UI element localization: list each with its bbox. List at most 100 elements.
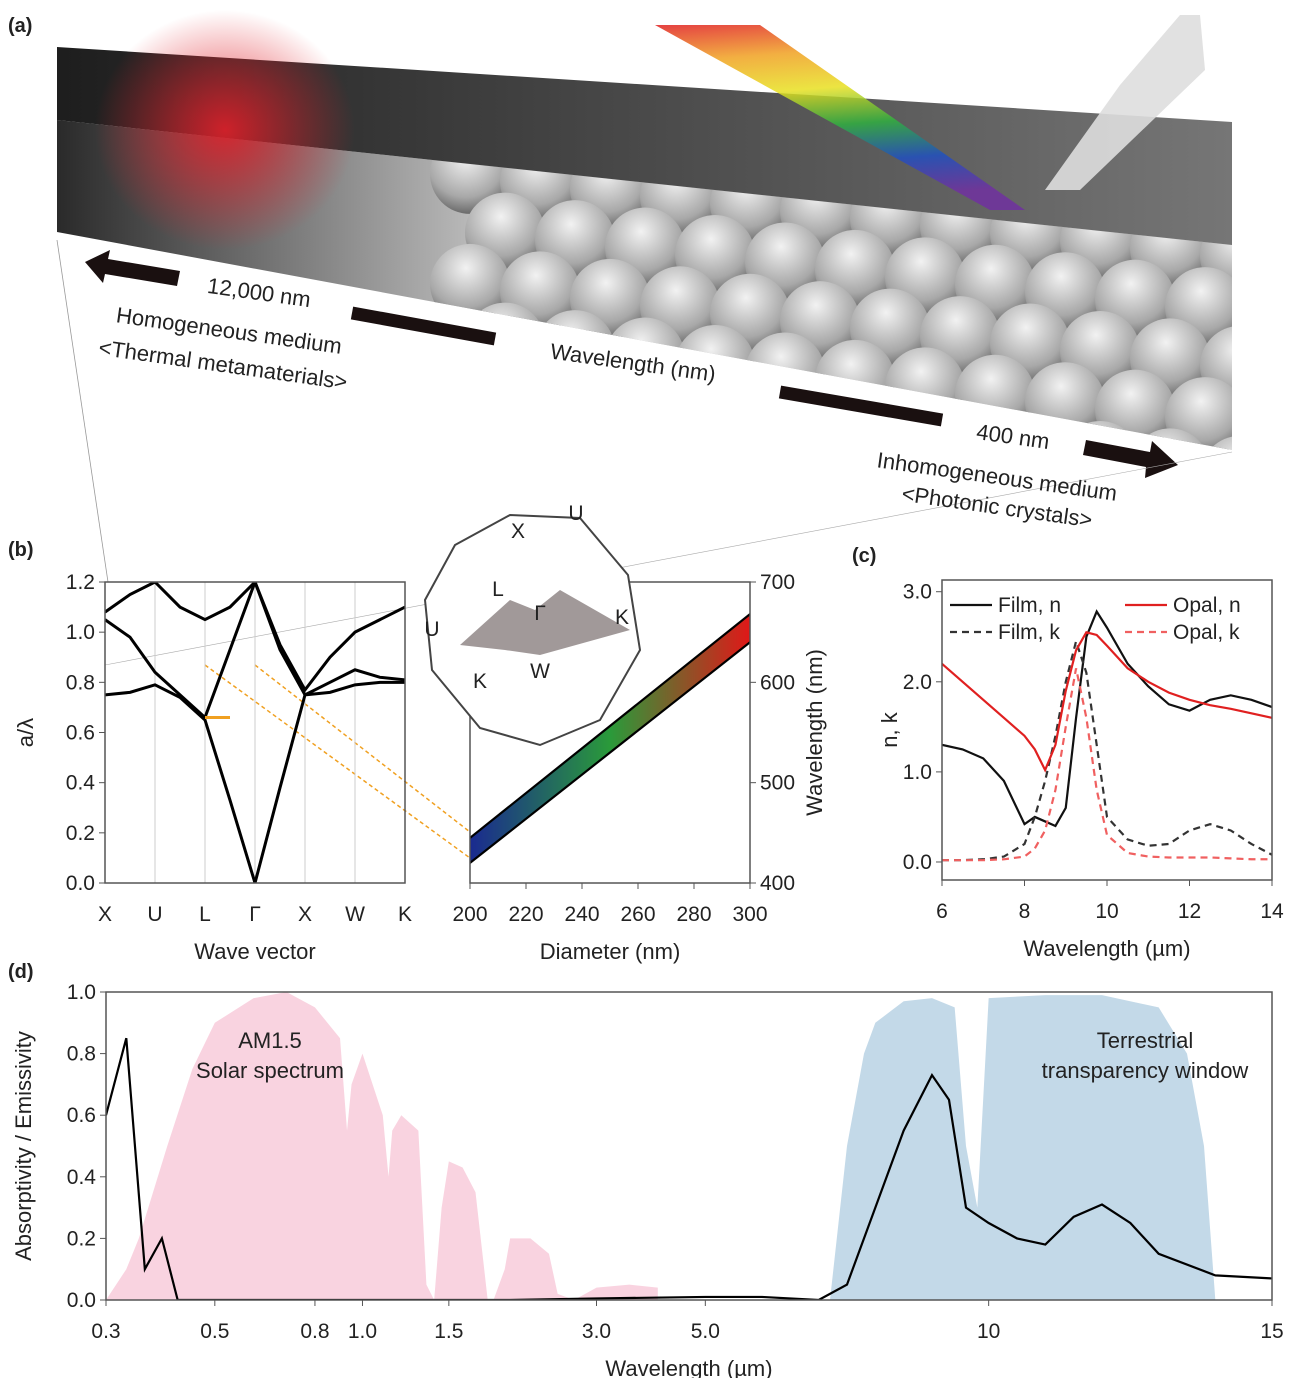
x-tick-label: 1.5: [434, 1320, 463, 1343]
panel-label: (d): [8, 961, 34, 983]
y-tick-label: 1.0: [903, 761, 932, 784]
sphere: [1235, 385, 1298, 465]
sphere: [1095, 369, 1175, 450]
x-tick-label: X: [298, 903, 312, 926]
y-axis-title: n, k: [877, 711, 902, 747]
chart: (b) 0.0 0.2 0.4 0.6 0.8 1.0 1.2 X U L Γ X W K Wave vect…: [8, 539, 412, 964]
inset-label: K: [473, 670, 487, 693]
sphere: [570, 368, 650, 449]
x-axis-title: Wave vector: [194, 939, 315, 964]
panel-label: (c): [852, 545, 876, 567]
y-tick-label: 3.0: [903, 581, 932, 604]
plot-area: [106, 992, 1272, 1300]
y-tick-label: 0.6: [67, 1104, 96, 1127]
light-arrow: [1045, 15, 1205, 190]
sphere: [1165, 377, 1232, 450]
plot-area: [942, 609, 1272, 862]
x-tick-label: 10: [1095, 900, 1118, 923]
zoom-line: [104, 451, 1233, 666]
x-tick-label: Γ: [249, 903, 261, 926]
inset-label: U: [424, 618, 439, 641]
arrow-right: [1083, 440, 1178, 478]
line: [105, 582, 405, 693]
x-tick-label: 14: [1260, 900, 1284, 923]
axis-bar: [350, 306, 497, 346]
annotation: transparency window: [1042, 1058, 1249, 1083]
x-tick-label: 0.5: [200, 1320, 229, 1343]
area: [829, 995, 1216, 1300]
annotation: 12,000 nm: [206, 273, 312, 312]
x-axis-title: Diameter (nm): [540, 939, 681, 964]
x-tick-label: 5.0: [691, 1320, 720, 1343]
y-axis-title: Wavelength (nm): [802, 649, 827, 816]
y-tick-label: 400: [760, 872, 795, 895]
x-tick-label: 260: [620, 903, 655, 926]
annotation: AM1.5: [238, 1028, 302, 1053]
chart: (c) 0.0 1.0 2.0 3.0 6 8 10 12 14 Wavelength (µm) n,…: [852, 545, 1284, 961]
y-axis-title: Absorptivity / Emissivity: [11, 1031, 36, 1261]
y-tick-label: 1.0: [67, 981, 96, 1004]
legend-label: Film, k: [998, 621, 1060, 644]
x-tick-label: 220: [508, 903, 543, 926]
sphere: [430, 353, 510, 434]
x-tick-label: 15: [1260, 1320, 1283, 1343]
x-tick-label: 3.0: [582, 1320, 611, 1343]
line: [942, 637, 1272, 862]
y-tick-label: 0.8: [66, 671, 95, 694]
plot-area: [105, 582, 405, 883]
legend-label: Opal, n: [1173, 594, 1241, 617]
y-tick-label: 700: [760, 571, 795, 594]
x-tick-label: 6: [936, 900, 948, 923]
arrow-left: [85, 250, 180, 286]
sphere: [1200, 435, 1232, 450]
axis-bar: [778, 385, 944, 427]
plot-area: [470, 613, 750, 864]
sphere: [465, 302, 545, 383]
y-tick-label: 0.0: [66, 872, 95, 895]
x-tick-label: U: [147, 903, 162, 926]
x-axis-title: Wavelength (µm): [605, 1356, 772, 1378]
connectors: [204, 664, 471, 859]
y-tick-label: 500: [760, 772, 795, 795]
sphere: [1130, 428, 1210, 450]
chart: (d) 0.0 0.2 0.4 0.6 0.8 1.0 0.3 0.5 0.8 1.0 1.5 3.0 5…: [8, 961, 1284, 1381]
y-tick-label: 0.2: [67, 1227, 96, 1250]
line: [942, 668, 1272, 862]
x-tick-label: 240: [564, 903, 599, 926]
annotation: Terrestrial: [1097, 1028, 1194, 1053]
panel-label: (b): [8, 539, 34, 561]
x-axis-title: Wavelength (µm): [1023, 936, 1190, 961]
connector: [204, 664, 471, 859]
y-tick-label: 0.6: [66, 722, 95, 745]
y-tick-label: 2.0: [903, 671, 932, 694]
panel-label: (a): [8, 15, 32, 37]
line: [105, 680, 405, 883]
x-tick-label: 0.8: [300, 1320, 329, 1343]
y-tick-label: 0.8: [67, 1043, 96, 1066]
sphere: [500, 361, 580, 442]
line: [942, 630, 1272, 773]
x-tick-label: 10: [977, 1320, 1000, 1343]
y-tick-label: 1.2: [66, 571, 95, 594]
x-tick-label: 0.3: [91, 1320, 120, 1343]
zoom-line: [56, 239, 109, 583]
line: [106, 1037, 1272, 1300]
connector: [254, 664, 471, 833]
x-tick-label: 280: [676, 903, 711, 926]
sphere: [1235, 275, 1298, 355]
x-tick-label: 1.0: [348, 1320, 377, 1343]
inset-label: Γ: [534, 602, 546, 625]
line: [470, 613, 750, 839]
line: [105, 582, 405, 721]
x-tick-label: 300: [732, 903, 767, 926]
inset-label: X: [511, 520, 525, 543]
sphere: [640, 376, 720, 450]
sphere: [710, 383, 790, 450]
y-tick-label: 0.4: [67, 1166, 97, 1189]
legend-label: Film, n: [998, 594, 1061, 617]
annotation: Solar spectrum: [196, 1058, 344, 1083]
x-tick-label: 8: [1019, 900, 1031, 923]
y-tick-label: 1.0: [66, 621, 95, 644]
